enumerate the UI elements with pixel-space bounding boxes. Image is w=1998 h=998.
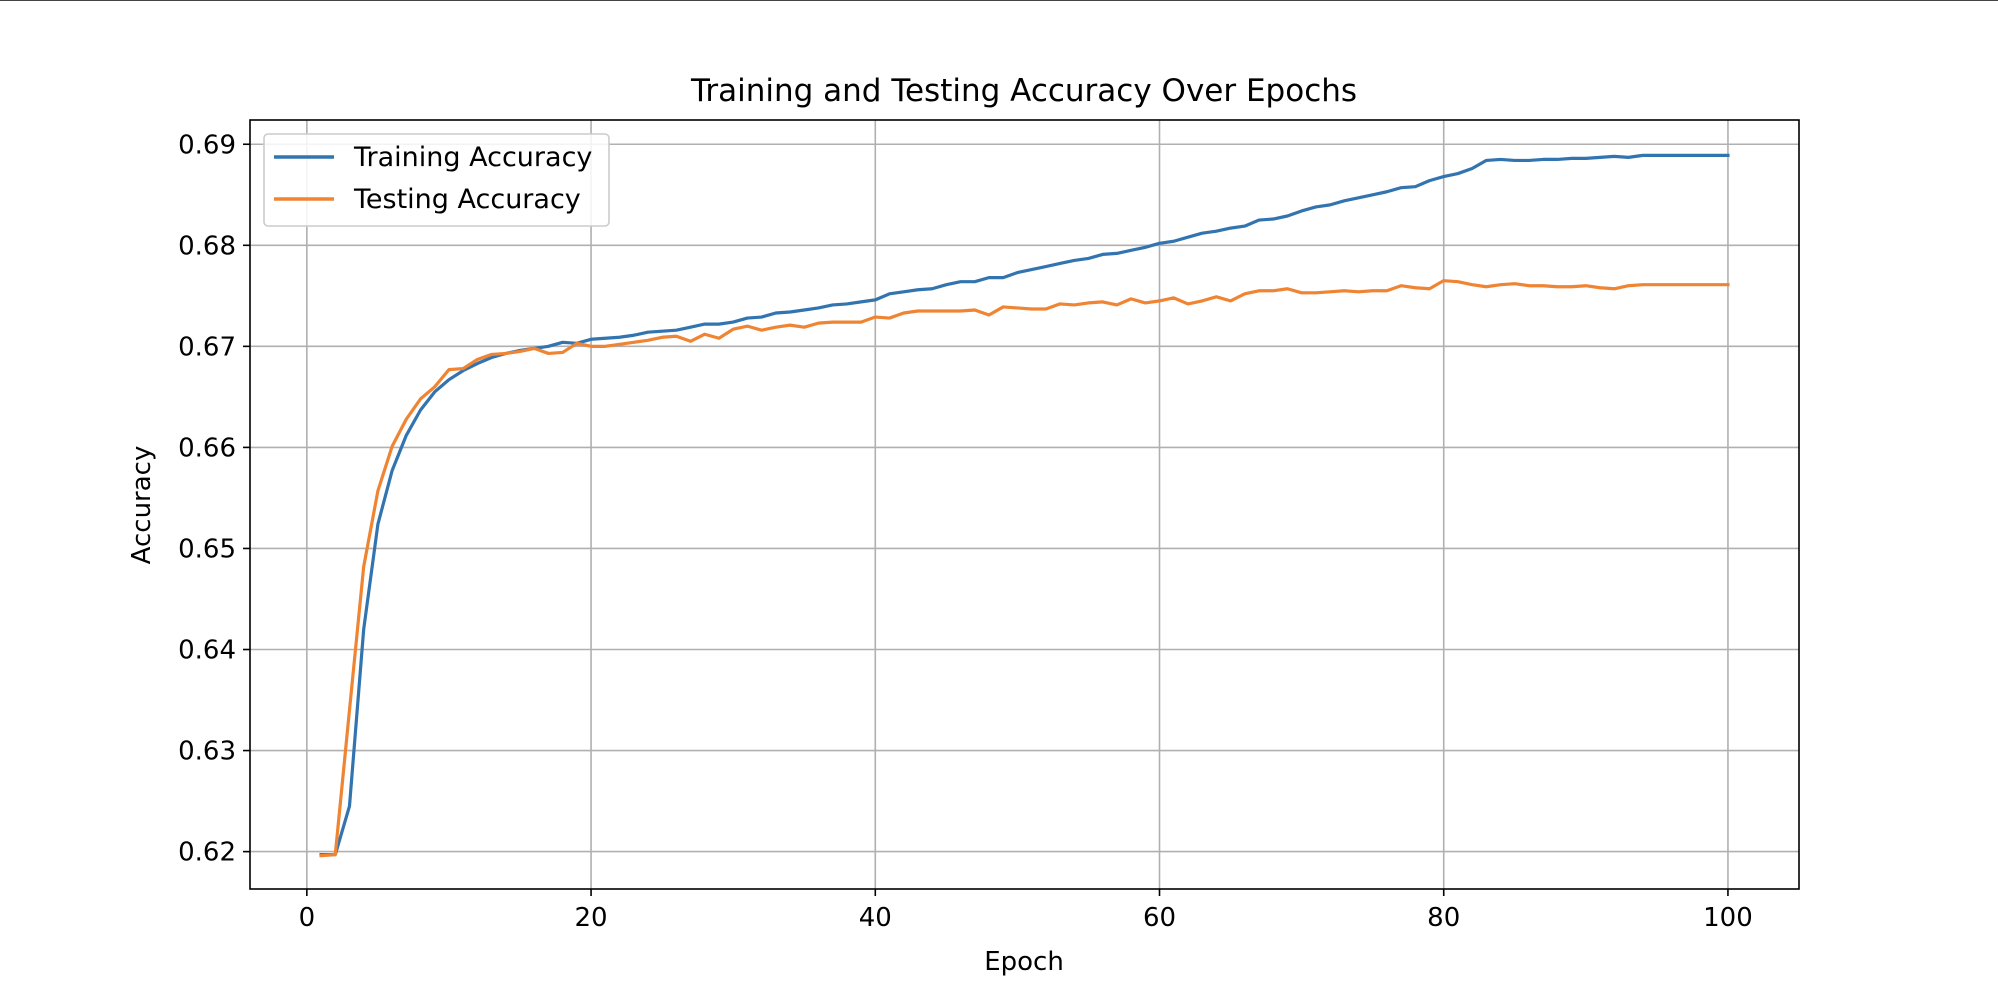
y-axis-label: Accuracy <box>127 446 157 565</box>
x-tick-label: 40 <box>859 903 892 933</box>
y-tick-label: 0.62 <box>178 838 236 868</box>
legend-box <box>263 133 610 227</box>
series-layer <box>319 153 1730 858</box>
x-tick-label: 80 <box>1427 903 1460 933</box>
top-border-line <box>0 0 1998 1</box>
testing-accuracy-line <box>319 279 1730 858</box>
x-axis-label: Epoch <box>984 947 1064 977</box>
y-tick-label: 0.67 <box>178 332 236 362</box>
legend-training-label: Training Accuracy <box>353 142 592 173</box>
y-tick-label: 0.68 <box>178 231 236 261</box>
plot-frame <box>249 119 1800 890</box>
x-tick-label: 60 <box>1143 903 1176 933</box>
y-tick-label: 0.66 <box>178 433 236 463</box>
y-tick-label: 0.69 <box>178 130 236 160</box>
chart-title: Training and Testing Accuracy Over Epoch… <box>690 73 1357 109</box>
x-tick-label: 100 <box>1703 903 1753 933</box>
y-tick-label: 0.65 <box>178 534 236 564</box>
x-tick-label: 20 <box>575 903 608 933</box>
axis-ticks: 0 20 40 60 80 100 0.62 0.63 0.64 0.65 0.66 0.67 0.68… <box>178 130 1753 933</box>
legend[interactable]: Training Accuracy Testing Accuracy <box>263 133 610 227</box>
training-accuracy-line <box>319 153 1730 857</box>
y-tick-label: 0.63 <box>178 737 236 767</box>
grid-lines <box>250 120 1799 889</box>
legend-testing-label: Testing Accuracy <box>353 184 581 215</box>
y-tick-label: 0.64 <box>178 636 236 666</box>
x-tick-label: 0 <box>299 903 316 933</box>
